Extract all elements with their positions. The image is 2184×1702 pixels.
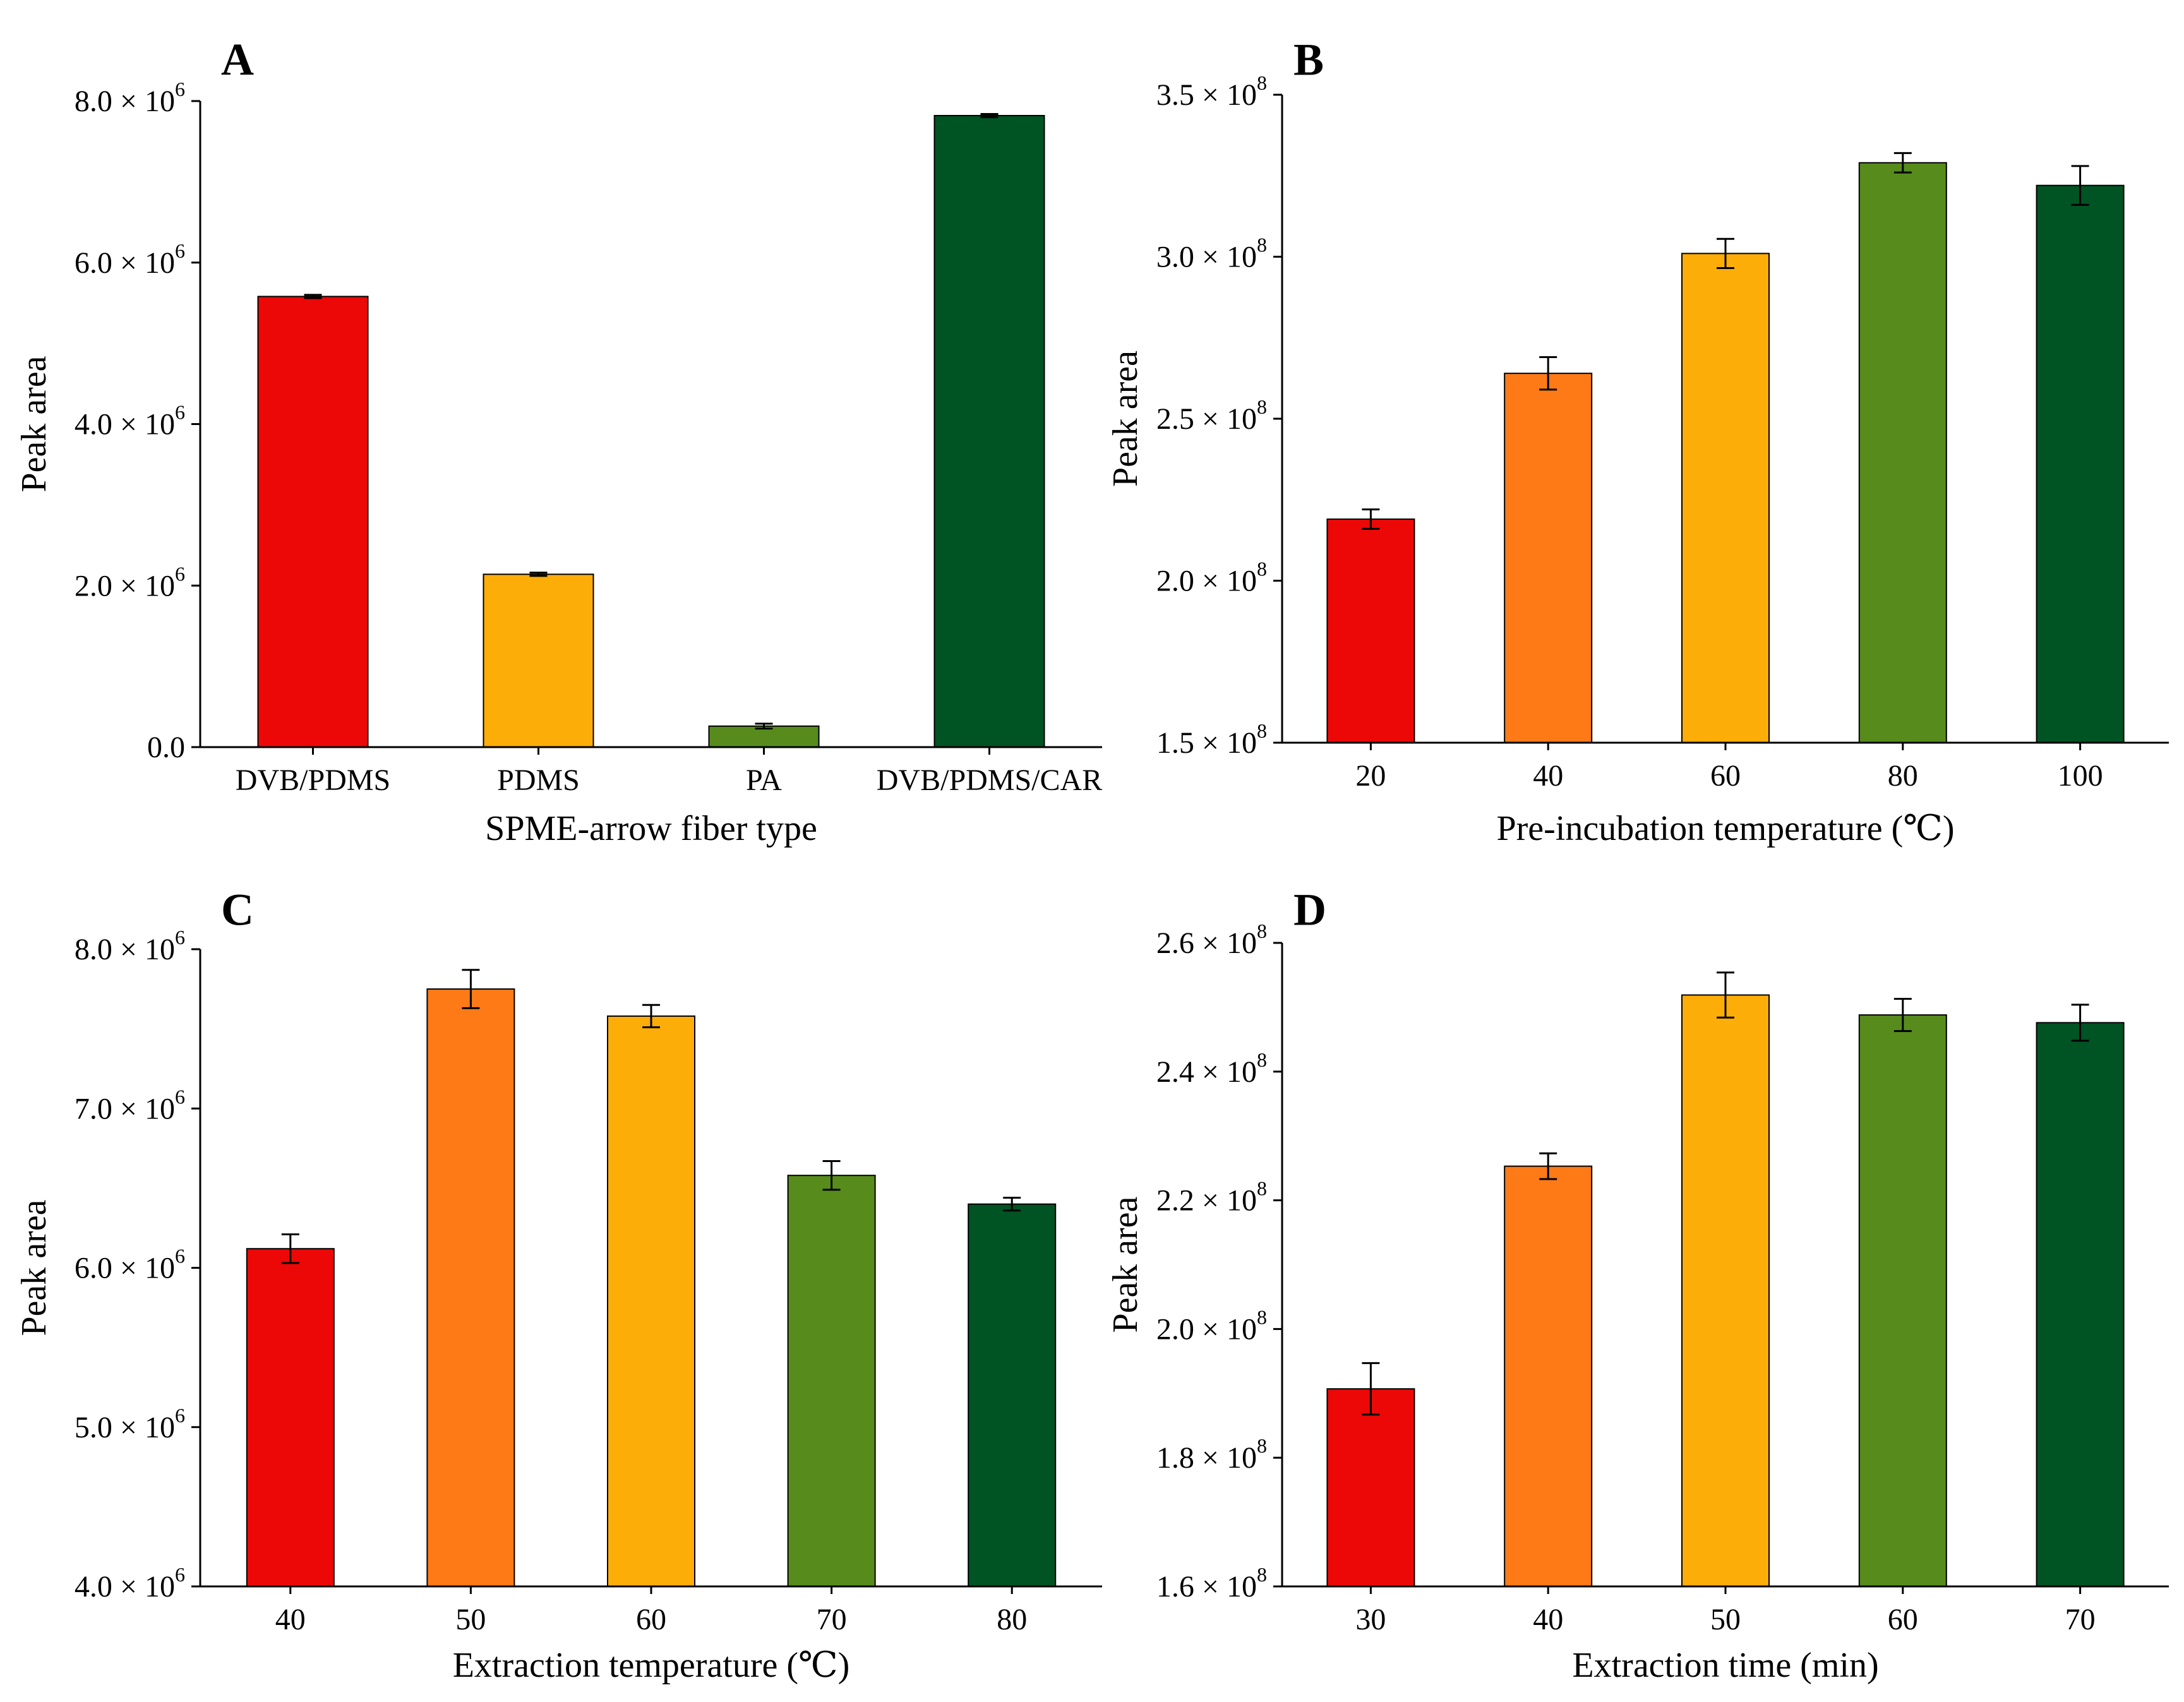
- x-tick-label: DVB/PDMS/CAR: [877, 764, 1102, 797]
- x-axis-title: Extraction time (min): [1572, 1646, 1878, 1685]
- error-bar: [1362, 508, 1380, 530]
- panel-letter: D: [1293, 885, 1326, 935]
- y-axis-title: Peak area: [15, 356, 54, 492]
- bar-pdms: [483, 573, 594, 748]
- panel-letter: C: [221, 885, 254, 935]
- y-tick-label: 8.0 × 106: [75, 926, 185, 966]
- y-axis-title: Peak area: [15, 1199, 54, 1336]
- error-bar: [304, 294, 322, 299]
- x-tick-label: PA: [746, 764, 782, 797]
- error-bar: [1539, 1152, 1557, 1180]
- error-bar: [2071, 165, 2089, 206]
- y-tick-label: 2.6 × 108: [1156, 920, 1267, 960]
- y-tick-label: 3.5 × 108: [1156, 71, 1267, 112]
- x-tick-label: 80: [1888, 759, 1918, 793]
- x-tick-label: 30: [1355, 1603, 1386, 1636]
- y-tick-label: 0.0: [147, 731, 185, 764]
- y-tick-label: 2.0 × 106: [75, 562, 185, 602]
- error-bar: [755, 722, 773, 730]
- error-bar: [1003, 1197, 1021, 1212]
- bar-40: [246, 1248, 335, 1587]
- error-bar: [529, 572, 548, 577]
- bar-60: [607, 1015, 695, 1587]
- error-bar: [642, 1004, 660, 1029]
- y-tick-label: 1.5 × 108: [1156, 719, 1267, 760]
- x-axis-title: Pre-incubation temperature (℃): [1496, 809, 1954, 848]
- x-tick-label: 60: [1888, 1603, 1918, 1636]
- y-tick-label: 8.0 × 106: [75, 78, 185, 118]
- panel-letter: B: [1293, 35, 1324, 85]
- bar-50: [426, 988, 515, 1587]
- x-tick-label: 100: [2058, 759, 2103, 793]
- chart-panel-a: A 0.0 2.0 × 106 4.0 × 106 6.0 × 106 8.0 × 106…: [15, 35, 1102, 848]
- bar-70: [787, 1175, 876, 1587]
- x-tick-label: 40: [275, 1603, 306, 1636]
- error-bar: [1362, 1362, 1380, 1416]
- error-bar: [980, 112, 999, 119]
- y-tick-label: 2.2 × 108: [1156, 1177, 1267, 1218]
- x-tick-label: PDMS: [497, 764, 580, 797]
- error-bar: [2071, 1004, 2089, 1042]
- bar-40: [1504, 373, 1593, 743]
- x-tick-label: 70: [2065, 1603, 2096, 1636]
- y-axis-title: Peak area: [1106, 1196, 1145, 1333]
- error-bar: [822, 1160, 841, 1191]
- y-tick-label: 1.8 × 108: [1156, 1434, 1267, 1475]
- bar-60: [1858, 1014, 1947, 1588]
- error-bar: [1893, 998, 1912, 1033]
- bar-30: [1326, 1388, 1415, 1587]
- error-bar: [462, 969, 480, 1009]
- panel-letter: A: [221, 35, 254, 85]
- x-tick-label: 40: [1533, 1603, 1563, 1636]
- chart-panel-c: C 4.0 × 106 5.0 × 106 6.0 × 106 7.0 × 106 8.0…: [15, 885, 1102, 1685]
- x-tick-label: 40: [1533, 759, 1563, 793]
- x-tick-label: 50: [455, 1603, 486, 1636]
- y-tick-label: 2.0 × 108: [1156, 558, 1267, 598]
- error-bar: [1539, 356, 1557, 391]
- error-bar: [1893, 152, 1912, 174]
- y-tick-label: 2.0 × 108: [1156, 1305, 1267, 1346]
- x-tick-label: 80: [997, 1603, 1027, 1636]
- y-tick-label: 5.0 × 106: [75, 1404, 185, 1444]
- bar-40: [1504, 1165, 1593, 1587]
- x-axis-title: SPME-arrow fiber type: [485, 809, 817, 848]
- y-tick-label: 1.6 × 108: [1156, 1563, 1267, 1603]
- bar-80: [1858, 162, 1947, 744]
- x-tick-label: 20: [1355, 759, 1386, 793]
- x-axis-title: Extraction temperature (℃): [453, 1646, 850, 1685]
- bar-dvb-pdms-car: [933, 115, 1045, 748]
- x-tick-label: 60: [636, 1603, 666, 1636]
- bar-dvb-pdms: [257, 296, 369, 748]
- bar-80: [968, 1203, 1057, 1587]
- x-tick-label: 60: [1710, 759, 1741, 793]
- bar-60: [1681, 253, 1770, 743]
- y-axis-title: Peak area: [1106, 351, 1145, 487]
- y-tick-label: 4.0 × 106: [75, 401, 185, 441]
- error-bar: [281, 1233, 299, 1264]
- y-tick-label: 3.0 × 108: [1156, 234, 1267, 274]
- y-tick-label: 2.4 × 108: [1156, 1048, 1267, 1089]
- bar-50: [1681, 994, 1770, 1587]
- x-tick-label: 50: [1710, 1603, 1741, 1636]
- error-bar: [1717, 237, 1734, 269]
- y-tick-label: 7.0 × 106: [75, 1085, 185, 1125]
- y-tick-label: 2.5 × 108: [1156, 395, 1267, 436]
- error-bar: [1717, 971, 1734, 1019]
- y-tick-label: 4.0 × 106: [75, 1563, 185, 1603]
- x-tick-label: DVB/PDMS: [236, 764, 390, 797]
- bar-100: [2036, 184, 2125, 743]
- chart-panel-b: B 1.5 × 108 2.0 × 108 2.5 × 108 3.0 × 108 3.5…: [1106, 35, 2169, 848]
- y-tick-label: 6.0 × 106: [75, 1245, 185, 1285]
- chart-panel-d: D 1.6 × 108 1.8 × 108 2.0 × 108 2.2 × 108 2.4…: [1106, 885, 2169, 1685]
- bar-20: [1326, 518, 1415, 744]
- y-tick-label: 6.0 × 106: [75, 239, 185, 280]
- x-tick-label: 70: [817, 1603, 847, 1636]
- bar-70: [2036, 1022, 2125, 1587]
